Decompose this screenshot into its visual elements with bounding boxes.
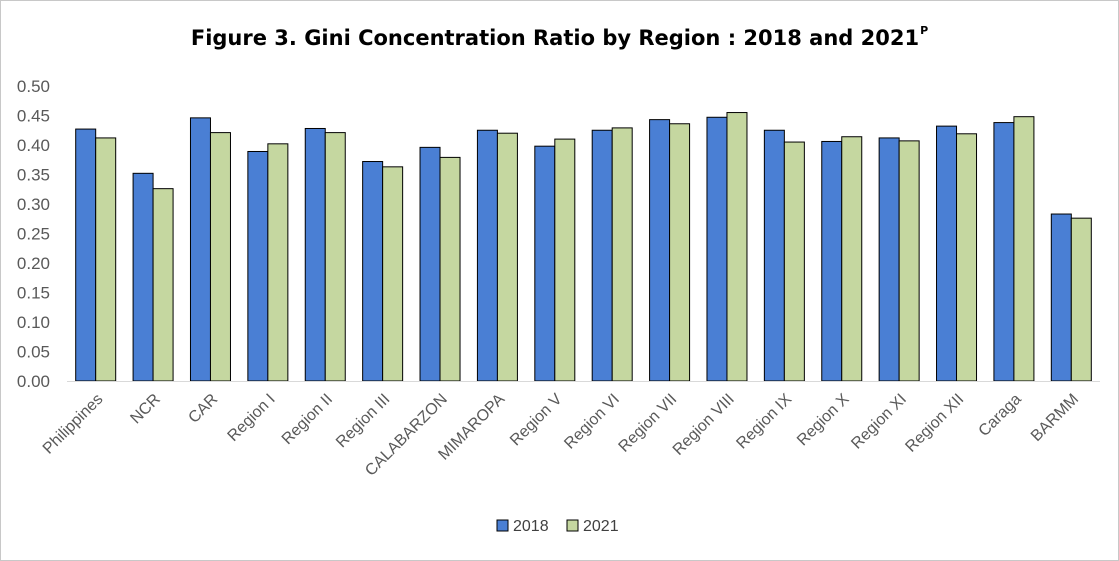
bar-2021-region-ii <box>324 132 346 382</box>
bar-2018-region-viii <box>706 116 728 382</box>
x-tick-label: Region XII <box>903 391 968 456</box>
bar-2018-region-v <box>534 145 556 382</box>
legend-label-2018: 2018 <box>513 518 549 535</box>
x-tick-label: Region IX <box>733 391 795 453</box>
bar-2021-calabarzon <box>439 156 461 382</box>
bar-2021-region-iii <box>382 166 404 382</box>
x-tick-label: Region II <box>279 391 336 448</box>
bar-2018-calabarzon <box>419 146 441 382</box>
y-tick-label: 0.40 <box>17 136 50 155</box>
y-tick-label: 0.15 <box>17 284 50 303</box>
bar-2018-barmm <box>1050 213 1072 382</box>
y-tick-label: 0.05 <box>17 343 50 362</box>
bar-2018-region-xii <box>936 125 958 382</box>
x-tick-label: Region VIII <box>670 391 738 459</box>
bar-2021-region-vii <box>669 123 691 382</box>
y-tick-label: 0.20 <box>17 254 50 273</box>
bar-2021-mimaropa <box>496 132 518 382</box>
chart-title: Figure 3. Gini Concentration Ratio by Re… <box>0 24 1119 50</box>
bar-2021-region-x <box>841 136 863 382</box>
legend-swatch-2018 <box>496 519 509 532</box>
bar-2018-region-x <box>821 140 843 382</box>
y-tick-label: 0.45 <box>17 107 50 126</box>
x-tick-label: Region I <box>225 391 279 445</box>
bar-2018-ncr <box>132 172 154 382</box>
bar-2018-philippines <box>75 128 97 382</box>
bar-2018-region-iii <box>362 161 384 382</box>
chart-title-text: Figure 3. Gini Concentration Ratio by Re… <box>190 26 920 50</box>
bar-2021-region-i <box>267 143 289 382</box>
x-tick-label: Caraga <box>976 391 1025 440</box>
bar-2021-philippines <box>95 137 117 382</box>
bar-2021-region-xii <box>956 133 978 382</box>
bar-2021-caraga <box>1013 116 1035 382</box>
legend-swatch-2021 <box>566 519 579 532</box>
bar-2018-car <box>189 117 211 382</box>
chart-title-superscript: P <box>920 24 929 37</box>
y-tick-label: 0.00 <box>17 372 50 391</box>
bars-group <box>75 112 1092 382</box>
bar-2021-barmm <box>1070 217 1092 382</box>
x-tick-label: Region III <box>333 391 393 451</box>
bar-2021-region-vi <box>611 127 633 382</box>
x-tick-label: Region V <box>507 391 566 450</box>
y-tick-label: 0.25 <box>17 225 50 244</box>
x-tick-label: CAR <box>185 391 221 427</box>
legend-label-2021: 2021 <box>583 518 619 535</box>
bar-2018-caraga <box>993 122 1015 382</box>
x-tick-label: NCR <box>127 391 164 428</box>
y-tick-label: 0.50 <box>17 77 50 96</box>
bar-2018-region-vi <box>591 129 613 382</box>
bar-2021-ncr <box>152 188 174 382</box>
y-tick-label: 0.30 <box>17 195 50 214</box>
y-tick-label: 0.10 <box>17 313 50 332</box>
bar-2018-mimaropa <box>476 129 498 382</box>
bar-2021-region-xi <box>898 140 920 382</box>
x-tick-label: BARMM <box>1028 391 1082 445</box>
legend: 2018 2021 <box>496 518 619 535</box>
bar-2018-region-vii <box>649 119 671 382</box>
x-axis: Philippines NCR CAR Region I Region IIRegion… <box>40 381 1100 480</box>
bar-2018-region-xi <box>878 137 900 382</box>
x-tick-label: Region X <box>794 391 853 450</box>
x-tick-label: Region XI <box>848 391 910 453</box>
y-tick-label: 0.35 <box>17 166 50 185</box>
bar-2018-region-ii <box>304 127 326 382</box>
bar-2018-region-i <box>247 150 269 382</box>
bar-2021-region-ix <box>783 141 805 382</box>
bar-2021-region-viii <box>726 112 748 382</box>
x-tick-label: Region VI <box>561 391 623 453</box>
bar-2021-car <box>209 132 231 382</box>
bar-2018-region-ix <box>763 129 785 382</box>
bar-2021-region-v <box>554 138 576 382</box>
x-tick-label: Philippines <box>40 391 107 458</box>
y-axis: 0.00 0.05 0.10 0.15 0.20 0.25 0.30 0.35 0.40 0.45… <box>17 77 50 391</box>
